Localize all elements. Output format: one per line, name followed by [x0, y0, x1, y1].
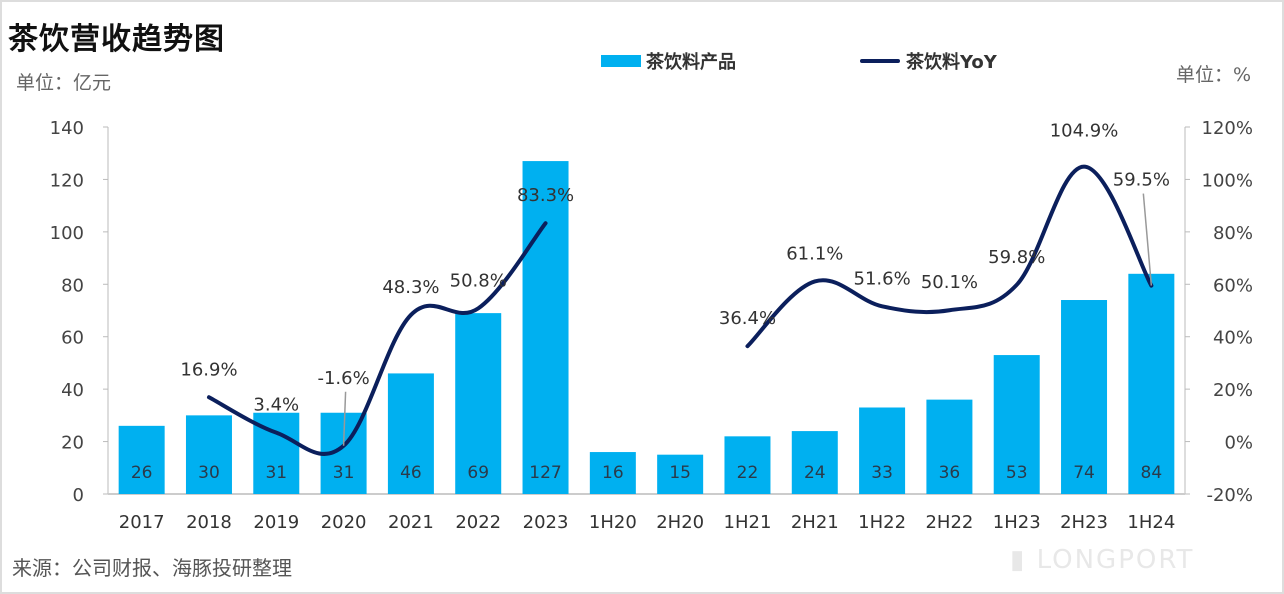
bar-data-label: 26	[131, 463, 153, 483]
bar-1H24	[1128, 273, 1175, 494]
bar-data-label: 31	[333, 463, 355, 483]
x-tick-label: 2018	[186, 512, 232, 533]
x-tick-label: 2023	[523, 512, 569, 533]
right-tick-label: 80%	[1213, 223, 1253, 244]
bar-data-label: 33	[871, 463, 893, 483]
legend-item-line: 茶饮料YoY	[860, 48, 997, 74]
x-tick-label: 1H21	[724, 512, 772, 533]
source-note: 来源：公司财报、海豚投研整理	[12, 556, 292, 580]
x-tick-label: 2017	[119, 512, 165, 533]
bar-2H21	[791, 431, 838, 494]
left-tick-label: 60	[61, 328, 84, 349]
legend-label-bar: 茶饮料产品	[646, 52, 736, 73]
x-tick-label: 2021	[388, 512, 434, 533]
x-tick-label: 2019	[253, 512, 299, 533]
bar-data-label: 31	[265, 463, 287, 483]
legend-swatch-bar	[601, 55, 641, 67]
bar-2021	[387, 373, 434, 494]
x-tick-label: 2H20	[656, 512, 704, 533]
bar-data-label: 36	[939, 463, 961, 483]
right-tick-label: 20%	[1213, 380, 1253, 401]
bar-data-label: 69	[467, 463, 489, 483]
left-tick-label: 100	[50, 223, 84, 244]
legend-swatch-line	[860, 59, 900, 63]
yoy-data-label: 50.1%	[921, 272, 978, 293]
right-tick-label: 120%	[1202, 118, 1253, 139]
bar-data-label: 127	[529, 463, 561, 483]
bar-data-label: 30	[198, 463, 220, 483]
x-tick-label: 2020	[321, 512, 367, 533]
x-tick-label: 2H23	[1060, 512, 1108, 533]
chart-title: 茶饮营收趋势图	[8, 22, 225, 57]
bar-1H20	[589, 452, 636, 494]
x-tick-label: 2H21	[791, 512, 839, 533]
yoy-line-segment-1	[206, 221, 548, 456]
left-tick-label: 40	[61, 380, 84, 401]
bar-data-label: 24	[804, 463, 826, 483]
right-tick-label: -20%	[1206, 485, 1253, 506]
right-axis-unit: 单位：%	[1176, 64, 1252, 86]
x-tick-label: 1H23	[993, 512, 1041, 533]
bar-2018	[185, 415, 232, 494]
yoy-data-label: 3.4%	[253, 395, 299, 416]
bar-2H20	[657, 454, 704, 494]
watermark: ▮ LONGPORT	[1010, 545, 1195, 575]
yoy-data-label: 16.9%	[180, 359, 237, 380]
yoy-data-label: 59.5%	[1113, 170, 1170, 191]
bar-2H22	[926, 399, 973, 494]
yoy-data-label: 104.9%	[1050, 121, 1119, 142]
bar-1H23	[993, 355, 1040, 494]
right-tick-label: 0%	[1224, 433, 1253, 454]
x-tick-label: 1H20	[589, 512, 637, 533]
yoy-data-label: 48.3%	[382, 277, 439, 298]
left-axis-unit: 单位：亿元	[16, 72, 112, 94]
left-tick-label: 80	[61, 275, 84, 296]
x-tick-label: 1H22	[858, 512, 906, 533]
left-tick-label: 120	[50, 170, 84, 191]
x-tick-label: 1H24	[1127, 512, 1175, 533]
bar-2H23	[1061, 300, 1108, 494]
legend-item-bar: 茶饮料产品	[601, 48, 736, 74]
yoy-data-label: 83.3%	[517, 185, 574, 206]
label-leader-line	[1142, 193, 1153, 286]
left-tick-label: 140	[50, 118, 84, 139]
bar-2022	[455, 313, 502, 494]
right-tick-label: 100%	[1202, 170, 1253, 191]
yoy-line-segment-2	[745, 164, 1154, 349]
bar-data-label: 84	[1141, 463, 1163, 483]
legend-label-line: 茶饮料YoY	[906, 52, 997, 73]
x-tick-label: 2H22	[925, 512, 973, 533]
bar-2017	[118, 425, 165, 494]
yoy-data-label: 51.6%	[854, 268, 911, 289]
bar-1H22	[859, 407, 906, 494]
bar-data-label: 53	[1006, 463, 1028, 483]
bar-data-label: 22	[737, 463, 759, 483]
yoy-data-label: 50.8%	[450, 270, 507, 291]
x-tick-label: 2022	[455, 512, 501, 533]
yoy-data-label: 36.4%	[719, 308, 776, 329]
left-tick-label: 20	[61, 433, 84, 454]
bar-1H21	[724, 436, 771, 494]
yoy-data-label: 59.8%	[988, 247, 1045, 268]
label-leader-line	[342, 391, 347, 446]
bar-2023	[522, 161, 569, 495]
bar-data-label: 15	[669, 463, 691, 483]
right-tick-label: 60%	[1213, 275, 1253, 296]
yoy-data-label: 61.1%	[786, 243, 843, 264]
left-tick-label: 0	[73, 485, 84, 506]
yoy-data-label: -1.6%	[317, 368, 369, 389]
right-tick-label: 40%	[1213, 328, 1253, 349]
bar-data-label: 46	[400, 463, 422, 483]
bar-data-label: 74	[1073, 463, 1095, 483]
bar-data-label: 16	[602, 463, 624, 483]
